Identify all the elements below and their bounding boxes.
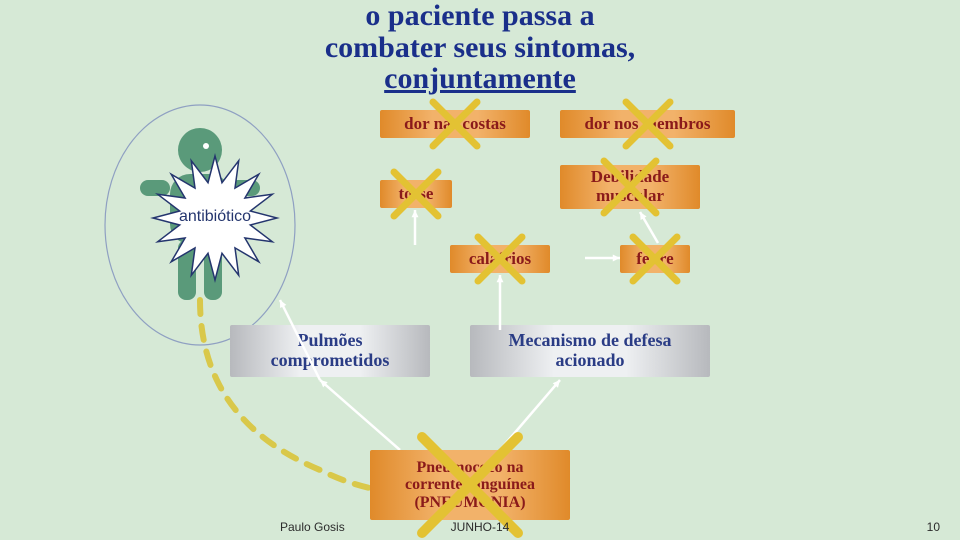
symptom-tosse-text: tosse: [399, 185, 434, 204]
box-pneumonia-text: Pneumococo na corrente sanguínea (PNEUMO…: [405, 459, 535, 512]
box-pulmoes: Pulmões comprometidos: [230, 325, 430, 377]
pneumonia-l3: (PNEUMONIA): [414, 494, 525, 511]
symptom-debilidade: Debilidade muscular: [560, 165, 700, 209]
pneumonia-l2: corrente sanguínea: [405, 476, 535, 493]
mecanismo-l2: acionado: [555, 350, 624, 370]
pneumonia-l1: Pneumococo na: [416, 459, 523, 476]
diagram-stage: o paciente passa a combater seus sintoma…: [0, 0, 960, 540]
page-title: o paciente passa a combater seus sintoma…: [0, 0, 960, 95]
antibiotic-label: antibiótico: [165, 208, 265, 226]
symptom-calafrios: calafrios: [450, 245, 550, 273]
footer-date: JUNHO-14: [451, 520, 510, 534]
title-line2: combater seus sintomas,: [0, 32, 960, 64]
patient-figure: [60, 90, 460, 490]
box-mecanismo: Mecanismo de defesa acionado: [470, 325, 710, 377]
symptom-febre-text: febre: [636, 250, 673, 269]
pulmoes-l1: Pulmões: [298, 330, 363, 350]
mecanismo-l1: Mecanismo de defesa: [509, 330, 672, 350]
box-pneumonia: Pneumococo na corrente sanguínea (PNEUMO…: [370, 450, 570, 520]
symptom-tosse: tosse: [380, 180, 452, 208]
symptom-dor-membros-text: dor nos membros: [585, 115, 711, 134]
symptom-debilidade-text: Debilidade muscular: [566, 168, 694, 205]
title-line1: o paciente passa a: [0, 0, 960, 32]
symptom-dor-membros: dor nos membros: [560, 110, 735, 138]
pulmoes-l2: comprometidos: [271, 350, 390, 370]
symptom-dor-costas-text: dor nas costas: [404, 115, 506, 134]
symptom-febre: febre: [620, 245, 690, 273]
footer-author: Paulo Gosis: [280, 520, 345, 534]
box-mecanismo-text: Mecanismo de defesa acionado: [509, 331, 672, 371]
symptom-calafrios-text: calafrios: [469, 250, 531, 269]
box-pulmoes-text: Pulmões comprometidos: [271, 331, 390, 371]
symptom-dor-costas: dor nas costas: [380, 110, 530, 138]
footer-page: 10: [927, 520, 940, 534]
